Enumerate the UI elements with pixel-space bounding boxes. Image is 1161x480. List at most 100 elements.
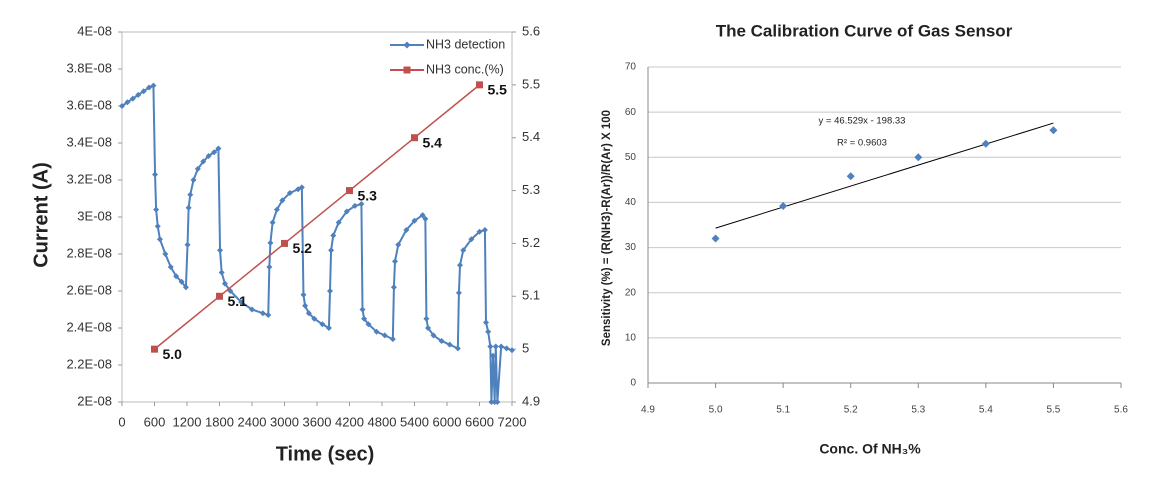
data-point: [981, 139, 990, 148]
data-label: 5.2: [293, 240, 313, 256]
data-point: [343, 208, 350, 215]
data-point: [311, 315, 318, 322]
data-point: [259, 310, 266, 317]
data-point: [187, 191, 194, 198]
data-point: [485, 328, 492, 335]
legend-label: NH3 detection: [426, 37, 505, 51]
data-point: [190, 177, 197, 183]
x-tick-label: 5.3: [911, 405, 925, 416]
data-point: [150, 82, 157, 89]
data-label: 5.5: [488, 82, 508, 98]
y2-tick-label: 5.2: [522, 235, 540, 250]
x-tick-label: 5400: [400, 414, 429, 429]
data-point: [319, 321, 326, 328]
x-tick-label: 5.6: [1114, 405, 1128, 416]
data-point: [205, 152, 212, 159]
data-point: [389, 336, 396, 343]
data-point: [300, 291, 307, 298]
x-tick-label: 6000: [433, 414, 462, 429]
trend-equation: y = 46.529x - 198.33: [819, 116, 906, 127]
data-point: [194, 165, 201, 172]
data-point: [328, 247, 335, 254]
data-point: [476, 81, 483, 89]
data-point: [487, 343, 494, 350]
data-point: [152, 171, 159, 178]
data-point: [381, 332, 388, 339]
y-tick-label: 40: [625, 197, 637, 208]
data-point: [167, 263, 174, 270]
data-point: [146, 84, 153, 91]
y-tick-label: 20: [625, 287, 637, 298]
y-tick-label: 2.2E-08: [66, 356, 112, 371]
data-point: [411, 134, 418, 142]
data-point: [1049, 126, 1058, 135]
data-point: [173, 273, 180, 280]
data-point: [488, 399, 495, 405]
data-point: [221, 280, 228, 287]
x-axis-title: Conc. Of NH₃%: [819, 441, 921, 457]
y-tick-label: 50: [625, 152, 637, 163]
data-point: [492, 343, 499, 350]
data-point: [238, 299, 245, 306]
x-tick-label: 5.4: [979, 405, 993, 416]
data-point: [358, 201, 365, 208]
data-point: [273, 206, 280, 213]
data-point: [498, 343, 505, 350]
data-label: 5.1: [228, 293, 248, 309]
y-tick-label: 4E-08: [77, 23, 112, 38]
trend-r-squared: R² = 0.9603: [837, 138, 887, 149]
y-tick-label: 3.4E-08: [66, 134, 112, 149]
data-point: [411, 217, 418, 224]
data-point: [481, 226, 488, 233]
x-tick-label: 5.5: [1046, 405, 1060, 416]
x-tick-label: 5.2: [844, 405, 858, 416]
x-tick-label: 4200: [335, 414, 364, 429]
x-tick-label: 4800: [368, 414, 397, 429]
y-tick-label: 3.8E-08: [66, 60, 112, 75]
y2-tick-label: 5: [522, 341, 529, 356]
data-point: [711, 234, 720, 243]
data-point: [335, 219, 342, 226]
y2-tick-label: 5.4: [522, 129, 540, 144]
data-point: [365, 321, 372, 328]
data-point: [305, 310, 312, 317]
data-point: [419, 212, 426, 219]
data-point: [425, 325, 432, 331]
x-tick-label: 6600: [465, 414, 494, 429]
y-tick-label: 2.6E-08: [66, 282, 112, 297]
data-point: [330, 232, 337, 239]
data-point: [455, 289, 462, 296]
data-point: [423, 315, 430, 322]
x-tick-label: 3000: [270, 414, 299, 429]
data-point: [346, 187, 353, 195]
data-point: [373, 328, 380, 335]
data-point: [124, 99, 131, 106]
data-point: [135, 91, 142, 98]
y2-tick-label: 5.5: [522, 76, 540, 91]
chart-title: The Calibration Curve of Gas Sensor: [716, 21, 1013, 40]
y-tick-label: 2E-08: [77, 393, 112, 408]
data-point: [395, 241, 402, 248]
y-tick-label: 2.8E-08: [66, 245, 112, 260]
y-tick-label: 3.2E-08: [66, 171, 112, 186]
x-tick-label: 5.1: [776, 405, 790, 416]
data-point: [494, 399, 501, 405]
data-point: [151, 345, 158, 353]
data-point: [269, 219, 276, 226]
y2-tick-label: 5.3: [522, 182, 540, 197]
y-tick-label: 0: [630, 378, 636, 389]
x-tick-label: 600: [144, 414, 166, 429]
data-point: [267, 239, 274, 246]
data-point: [390, 284, 397, 291]
data-label: 5.3: [358, 187, 378, 203]
data-point: [438, 337, 445, 344]
y-axis-title: Current (A): [30, 162, 52, 268]
data-point: [215, 145, 222, 152]
y2-tick-label: 5.6: [522, 23, 540, 38]
y-tick-label: 3E-08: [77, 208, 112, 223]
data-point: [154, 223, 161, 230]
data-point: [914, 153, 923, 162]
data-point: [846, 172, 855, 181]
